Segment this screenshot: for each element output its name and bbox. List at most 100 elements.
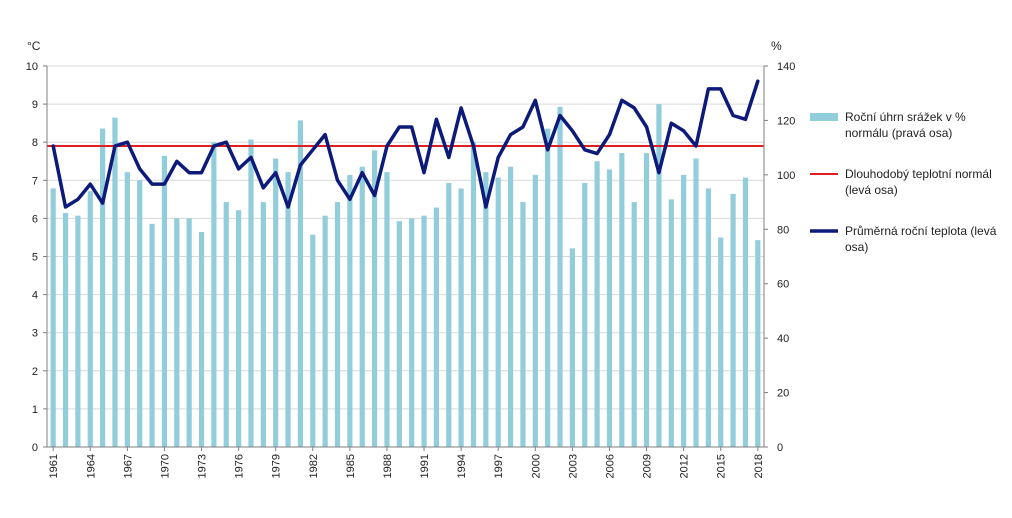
precipitation-bar-1985 [347, 174, 353, 447]
precipitation-bar-1999 [520, 202, 526, 447]
precipitation-bar-1980 [285, 172, 291, 447]
precipitation-bar-1968 [137, 180, 143, 448]
precipitation-bar-1964 [87, 191, 93, 447]
precipitation-bar-2018 [755, 240, 761, 447]
precipitation-bar-1992 [433, 207, 440, 447]
right-tick-label: 140 [777, 61, 795, 73]
precipitation-bars [50, 104, 761, 448]
precipitation-bar-1965 [100, 128, 106, 448]
right-tick-label: 20 [777, 388, 789, 400]
x-tick-label: 1979 [271, 454, 283, 478]
x-tick-label: 2012 [679, 454, 691, 478]
x-tick-label: 2000 [530, 454, 542, 478]
precipitation-bar-1966 [112, 117, 118, 447]
x-tick-label: 2006 [605, 454, 617, 478]
precipitation-bar-1988 [384, 172, 390, 447]
left-tick-label: 8 [32, 137, 38, 149]
precipitation-bar-1995 [470, 142, 477, 447]
precipitation-bar-1978 [260, 202, 266, 447]
precipitation-bar-1969 [149, 223, 155, 447]
x-tick-label: 2003 [567, 454, 579, 478]
right-tick-label: 100 [777, 170, 795, 182]
x-tick-label: 1997 [493, 454, 505, 478]
x-tick-label: 1991 [419, 454, 431, 478]
precipitation-bar-1998 [507, 166, 514, 447]
x-tick-label: 1967 [122, 454, 134, 478]
temperature-lines [47, 79, 764, 209]
precipitation-bar-2003 [569, 248, 575, 447]
x-tick-label: 1988 [382, 454, 394, 478]
precipitation-bar-1994 [458, 188, 464, 447]
right-tick-label: 120 [777, 115, 795, 127]
x-tick-label: 1961 [48, 454, 60, 478]
left-tick-label: 10 [26, 61, 38, 73]
precipitation-bar-1983 [322, 215, 328, 447]
precipitation-bar-2011 [668, 199, 674, 447]
precipitation-bar-1981 [297, 120, 304, 447]
left-tick-label: 4 [32, 290, 38, 302]
precipitation-bar-1991 [421, 215, 427, 447]
left-tick-label: 9 [32, 99, 38, 111]
left-tick-label: 3 [32, 328, 38, 340]
precipitation-bar-2017 [742, 177, 749, 448]
precipitation-bar-1996 [483, 172, 489, 447]
precipitation-bar-2001 [545, 128, 551, 448]
precipitation-bar-2000 [532, 174, 538, 447]
precipitation-bar-2015 [718, 237, 724, 447]
left-axis-unit: °C [27, 39, 41, 53]
x-tick-label: 1964 [85, 454, 97, 478]
precipitation-bar-1963 [75, 215, 81, 447]
legend-swatch-precipitation [810, 113, 838, 121]
right-tick-label: 80 [777, 224, 789, 236]
x-tick-label: 1973 [197, 454, 209, 478]
x-tick-label: 2009 [642, 454, 654, 478]
precipitation-bar-2004 [582, 183, 588, 447]
precipitation-bar-1961 [50, 188, 56, 447]
precipitation-bar-1962 [62, 212, 69, 447]
precipitation-bar-2008 [631, 202, 637, 447]
precipitation-bar-1973 [198, 232, 205, 447]
precipitation-bar-1986 [359, 166, 365, 447]
legend-label-0: Roční úhrn srážek v % normálu (pravá osa) [845, 110, 966, 140]
precipitation-bar-1987 [371, 150, 378, 447]
axes: 0 1 2 3 4 5 6 7 8 9 10 °C 0 20 40 60 80 100 120 140% 1961 196… [26, 39, 796, 478]
left-tick-label: 7 [32, 175, 38, 187]
precipitation-bar-1993 [446, 183, 452, 447]
left-tick-label: 5 [32, 252, 38, 264]
precipitation-bar-1977 [248, 139, 254, 447]
precipitation-bar-2006 [606, 169, 613, 447]
precipitation-bar-1970 [161, 155, 168, 448]
precipitation-bar-1989 [396, 221, 402, 447]
x-tick-label: 1982 [308, 454, 320, 478]
right-tick-label: 0 [777, 442, 783, 454]
precipitation-bar-2013 [693, 158, 699, 447]
precipitation-bar-2002 [557, 106, 563, 448]
precipitation-bar-1976 [236, 210, 242, 447]
precipitation-bar-1990 [409, 218, 415, 447]
precipitation-bar-1982 [310, 234, 316, 447]
precipitation-bar-2007 [619, 153, 625, 448]
right-tick-label: 40 [777, 333, 789, 345]
x-tick-label: 1985 [345, 454, 357, 478]
x-tick-label: 1970 [159, 454, 171, 478]
x-tick-label: 2015 [716, 454, 728, 478]
precipitation-bar-1967 [124, 172, 130, 447]
precipitation-bar-1984 [334, 202, 341, 447]
right-tick-label: 60 [777, 279, 789, 291]
legend: Roční úhrn srážek v % normálu (pravá osa)… [810, 110, 997, 254]
precipitation-bar-2016 [730, 193, 736, 447]
precipitation-bar-2010 [656, 104, 662, 447]
left-tick-label: 2 [32, 366, 38, 378]
precipitation-bar-1975 [223, 202, 229, 447]
legend-label-1: Dlouhodobý teplotní normál (levá osa) [845, 167, 992, 197]
average-temperature-line [51, 79, 760, 209]
precipitation-bar-1974 [211, 142, 217, 447]
precipitation-bar-1997 [495, 177, 501, 448]
left-tick-label: 6 [32, 213, 38, 225]
precipitation-bar-2014 [705, 188, 711, 447]
x-tick-label: 2018 [753, 454, 765, 478]
precipitation-bar-2005 [594, 161, 600, 447]
x-tick-label: 1976 [234, 454, 246, 478]
